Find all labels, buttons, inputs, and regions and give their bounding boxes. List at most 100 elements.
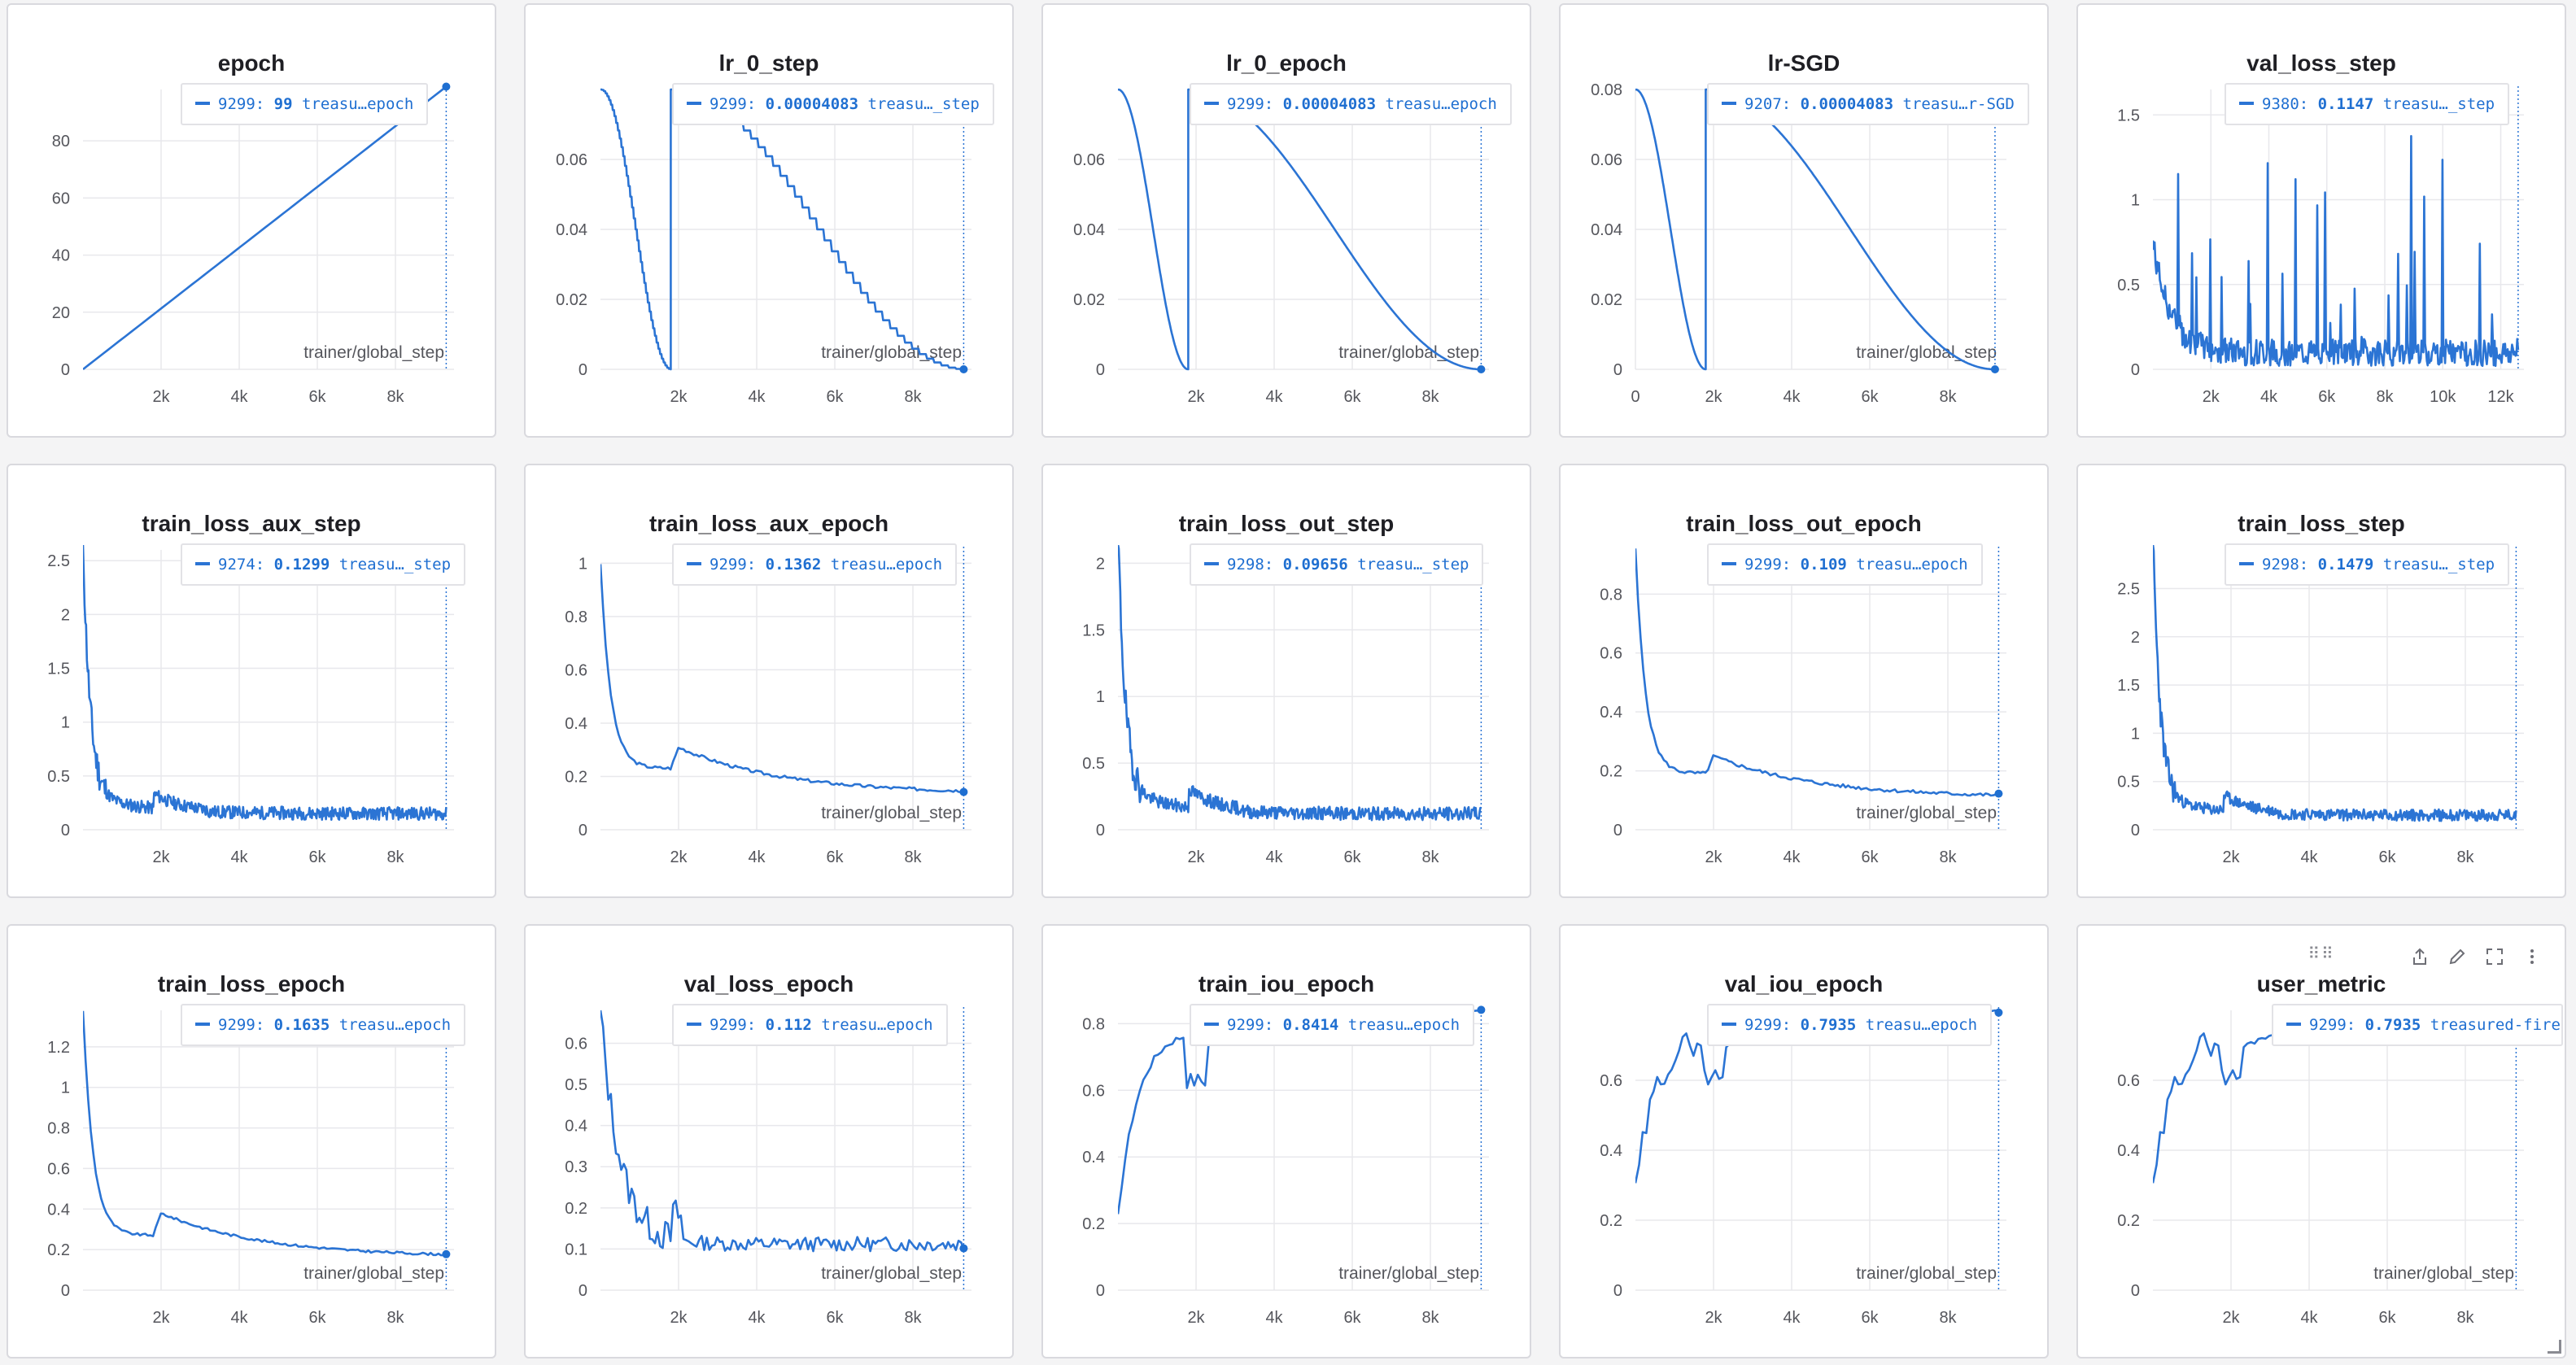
chart-title: train_loss_aux_epoch: [648, 511, 889, 536]
x-axis-label: trainer/global_step: [1856, 804, 1997, 822]
x-tick-label: 8k: [904, 1309, 922, 1327]
chart-svg[interactable]: 2k 4k 6k 8k 0 0.2 0.4 0.6 trainer/global_step: [2078, 926, 2566, 1358]
chart-panel-val_loss_step[interactable]: val_loss_step 2k 4k 6k 8k 10k 12k 0 0.5 1 1.5 9380:…: [2076, 3, 2566, 438]
chart-panel-lr_0_step[interactable]: lr_0_step 2k 4k 6k 8k 0 0.02 0.04 0.06 trainer/gl…: [524, 3, 1014, 438]
x-tick-label: 4k: [748, 388, 766, 406]
x-tick-label: 8k: [1939, 388, 1957, 406]
chart-panel-train_loss_out_epoch[interactable]: train_loss_out_epoch 2k 4k 6k 8k 0 0.2 0.4 0.6 0.…: [1559, 464, 2049, 898]
y-tick-label: 0: [2131, 1282, 2140, 1300]
more-icon[interactable]: [2522, 947, 2542, 966]
series-line[interactable]: [2153, 544, 2517, 822]
chart-panel-train_loss_step[interactable]: train_loss_step 2k 4k 6k 8k 0 0.5 1 1.5 2 2.5 9298:…: [2076, 464, 2566, 898]
series-line[interactable]: [1635, 548, 1999, 797]
chart-panel-val_iou_epoch[interactable]: val_iou_epoch 2k 4k 6k 8k 0 0.2 0.4 0.6 trainer/g…: [1559, 924, 2049, 1358]
x-tick-label: 4k: [2300, 1309, 2318, 1327]
series-line[interactable]: [600, 564, 964, 794]
x-tick-label: 6k: [826, 1309, 844, 1327]
chart-svg[interactable]: 2k 4k 6k 8k 0 0.5 1 1.5 2 2.5: [2078, 465, 2566, 898]
series-line[interactable]: [2153, 135, 2520, 368]
chart-panel-lr-SGD[interactable]: lr-SGD 0 2k 4k 6k 8k 0 0.02 0.04 0.06 0.08 trainer/…: [1559, 3, 2049, 438]
x-tick-label: 8k: [1421, 1309, 1439, 1327]
y-tick-label: 0.8: [47, 1120, 70, 1138]
chart-svg[interactable]: 2k 4k 6k 8k 0 0.5 1 1.5 2 2.5: [8, 465, 496, 898]
edit-icon[interactable]: [2447, 947, 2467, 966]
x-tick-label: 2k: [152, 1309, 170, 1327]
x-tick-label: 4k: [230, 388, 248, 406]
x-tick-label: 4k: [748, 848, 766, 866]
y-tick-label: 0.2: [565, 768, 587, 786]
y-tick-label: 0.4: [1600, 1142, 1622, 1160]
x-tick-label: 2k: [152, 848, 170, 866]
chart-panel-user_metric[interactable]: user_metric 2k 4k 6k 8k 0 0.2 0.4 0.6 trainer/glo…: [2076, 924, 2566, 1358]
y-tick-label: 0.4: [565, 715, 587, 733]
series-line[interactable]: [1635, 88, 1995, 371]
x-tick-label: 2k: [2222, 1309, 2240, 1327]
y-tick-label: 0.6: [47, 1160, 70, 1178]
chart-panel-val_loss_epoch[interactable]: val_loss_epoch 2k 4k 6k 8k 0 0.1 0.2 0.3 0.4 0.5 0.…: [524, 924, 1014, 1358]
chart-title: val_loss_step: [2246, 50, 2396, 76]
chart-panel-train_loss_aux_step[interactable]: train_loss_aux_step 2k 4k 6k 8k 0 0.5 1 1.5 2 2.5 9…: [7, 464, 496, 898]
hover-legend: 9299: 0.00004083 treasu…epoch: [1190, 83, 1512, 125]
y-tick-label: 1.5: [1082, 621, 1105, 639]
legend-run-name: treasu…epoch: [821, 1016, 933, 1034]
resize-handle-icon[interactable]: [2548, 1340, 2561, 1354]
chart-panel-train_loss_aux_epoch[interactable]: train_loss_aux_epoch 2k 4k 6k 8k 0 0.2 0.4 0.6 0.…: [524, 464, 1014, 898]
drag-handle-icon[interactable]: ⠿⠿: [2307, 945, 2335, 963]
y-tick-label: 1.5: [2117, 107, 2140, 124]
chart-panel-train_loss_epoch[interactable]: train_loss_epoch 2k 4k 6k 8k 0 0.2 0.4 0.6 0.8 1 1.…: [7, 924, 496, 1358]
chart-svg[interactable]: 2k 4k 6k 8k 0 0.2 0.4 0.6 0.8 1 trainer/global_ste…: [526, 465, 1014, 898]
y-tick-label: 1.5: [47, 661, 70, 678]
legend-step: 9299:: [1227, 1016, 1274, 1034]
chart-svg[interactable]: 2k 4k 6k 8k 0 0.2 0.4 0.6 0.8 trainer/global_step: [1043, 926, 1531, 1358]
y-tick-label: 0.4: [1082, 1149, 1105, 1167]
share-icon[interactable]: [2410, 947, 2430, 966]
y-tick-label: 0.8: [1600, 586, 1622, 604]
legend-step: 9298:: [2262, 556, 2309, 573]
y-tick-label: 0.5: [565, 1076, 587, 1094]
hover-legend: 9299: 0.1362 treasu…epoch: [672, 543, 958, 586]
chart-svg[interactable]: 2k 4k 6k 8k 0 0.2 0.4 0.6 0.8 1 1.2 trainer/global_…: [8, 926, 496, 1358]
chart-panel-lr_0_epoch[interactable]: lr_0_epoch 2k 4k 6k 8k 0 0.02 0.04 0.06 trainer/g…: [1041, 3, 1531, 438]
legend-step: 9380:: [2262, 95, 2309, 113]
legend-step: 9299:: [1227, 95, 1274, 113]
chart-panel-train_iou_epoch[interactable]: train_iou_epoch 2k 4k 6k 8k 0 0.2 0.4 0.6 0.8 trai…: [1041, 924, 1531, 1358]
chart-svg[interactable]: 2k 4k 6k 8k 0 0.2 0.4 0.6 trainer/global_step: [1561, 926, 2049, 1358]
chart-svg[interactable]: 2k 4k 6k 8k 0 20 40 60 80 trainer/global_step: [8, 5, 496, 438]
chart-svg[interactable]: 2k 4k 6k 8k 0 0.5 1 1.5 2: [1043, 465, 1531, 898]
y-tick-label: 0.5: [2117, 277, 2140, 294]
chart-svg[interactable]: 0 2k 4k 6k 8k 0 0.02 0.04 0.06 0.08 trainer/global…: [1561, 5, 2049, 438]
legend-run-name: treasu…_step: [2382, 95, 2495, 113]
x-tick-label: 6k: [1861, 848, 1879, 866]
chart-panel-train_loss_out_step[interactable]: train_loss_out_step 2k 4k 6k 8k 0 0.5 1 1.5 2 9298…: [1041, 464, 1531, 898]
series-line[interactable]: [1118, 88, 1482, 371]
x-tick-label: 4k: [1783, 388, 1801, 406]
fullscreen-icon[interactable]: [2485, 947, 2504, 966]
series-line[interactable]: [83, 544, 448, 822]
x-tick-label: 4k: [1783, 1309, 1801, 1327]
legend-run-name: treasu…_step: [2382, 556, 2495, 573]
chart-svg[interactable]: 2k 4k 6k 8k 0 0.02 0.04 0.06 trainer/global_step: [1043, 5, 1531, 438]
chart-svg[interactable]: 2k 4k 6k 8k 0 0.2 0.4 0.6 0.8 trainer/global_step: [1561, 465, 2049, 898]
x-tick-label: 4k: [1265, 848, 1283, 866]
legend-swatch: [1722, 1022, 1736, 1026]
x-tick-label: 6k: [308, 388, 326, 406]
chart-svg[interactable]: 2k 4k 6k 8k 10k 12k 0 0.5 1 1.5: [2078, 5, 2566, 438]
legend-swatch: [1204, 561, 1219, 565]
series-line[interactable]: [600, 1010, 965, 1253]
legend-run-name: treasu…_step: [1357, 556, 1469, 573]
y-tick-label: 2: [1096, 555, 1105, 573]
series-line[interactable]: [1118, 544, 1482, 822]
y-tick-label: 0.02: [556, 291, 587, 309]
chart-svg[interactable]: 2k 4k 6k 8k 0 0.02 0.04 0.06 trainer/global_step: [526, 5, 1014, 438]
hover-legend: 9207: 0.00004083 treasu…r-SGD: [1707, 83, 2029, 125]
chart-panel-epoch[interactable]: epoch 2k 4k 6k 8k 0 20 40 60 80 trainer/global_ste…: [7, 3, 496, 438]
x-tick-label: 8k: [2376, 388, 2394, 406]
x-tick-label: 2k: [1705, 848, 1722, 866]
series-line[interactable]: [83, 85, 448, 371]
series-line[interactable]: [83, 1010, 447, 1257]
chart-title: user_metric: [2256, 971, 2386, 996]
chart-svg[interactable]: 2k 4k 6k 8k 0 0.1 0.2 0.3 0.4 0.5 0.6 trainer/globa…: [526, 926, 1014, 1358]
hover-point: [1990, 365, 1999, 373]
hover-legend: 9298: 0.09656 treasu…_step: [1190, 543, 1484, 586]
series-line[interactable]: [600, 88, 964, 371]
